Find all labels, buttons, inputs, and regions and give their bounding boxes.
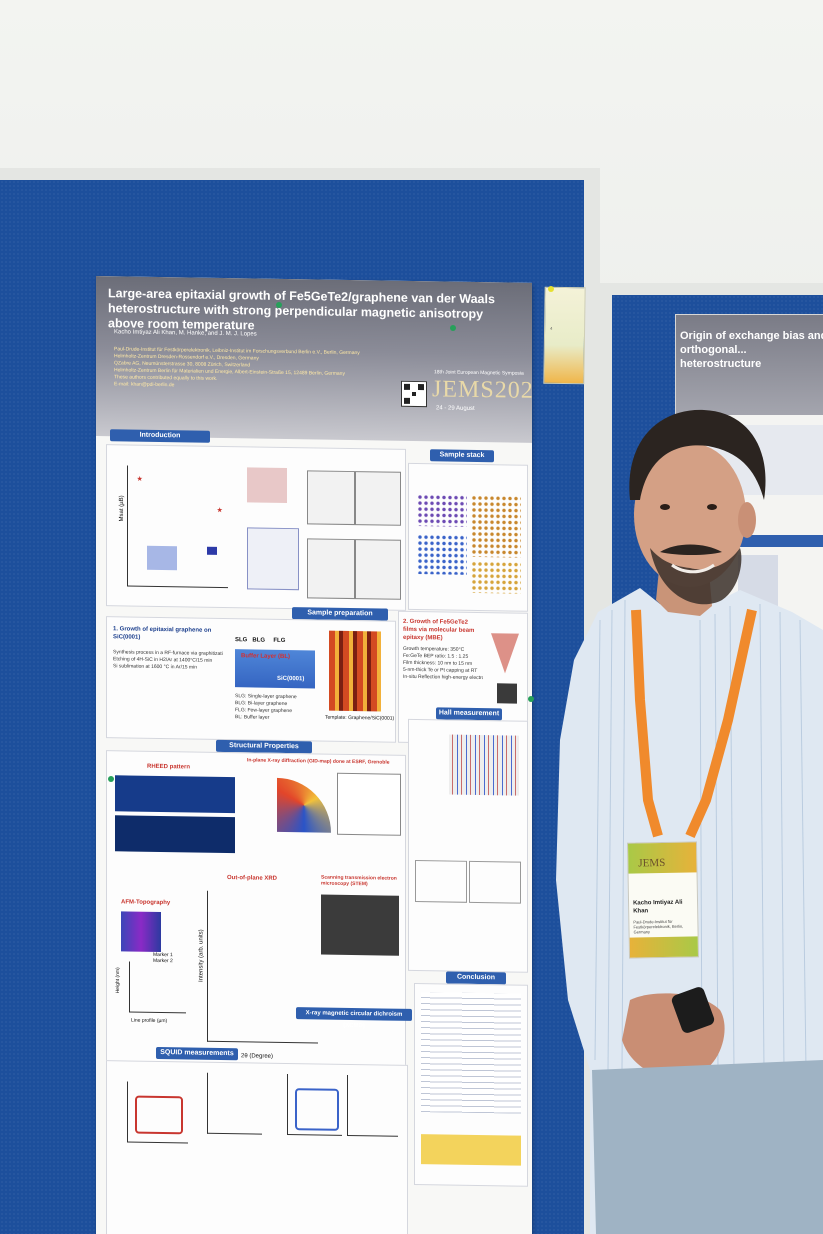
badge-affiliation: Paul-Drude-Institut für Festkörperelektr…: [633, 918, 684, 935]
badge-name: Kacho Imtiyaz Ali Khan: [633, 899, 683, 915]
name-badge: JEMS Kacho Imtiyaz Ali Khan Paul-Drude-I…: [626, 841, 700, 959]
pushpin: [108, 776, 114, 782]
pushpin: [548, 286, 554, 292]
badge-logo: JEMS: [638, 856, 666, 870]
second-poster-title: Origin of exchange bias and orthogonal..…: [680, 330, 823, 370]
second-poster-header: [676, 315, 823, 415]
pushpin: [276, 302, 282, 308]
pushpin: [528, 696, 534, 702]
pushpin: [450, 325, 456, 331]
